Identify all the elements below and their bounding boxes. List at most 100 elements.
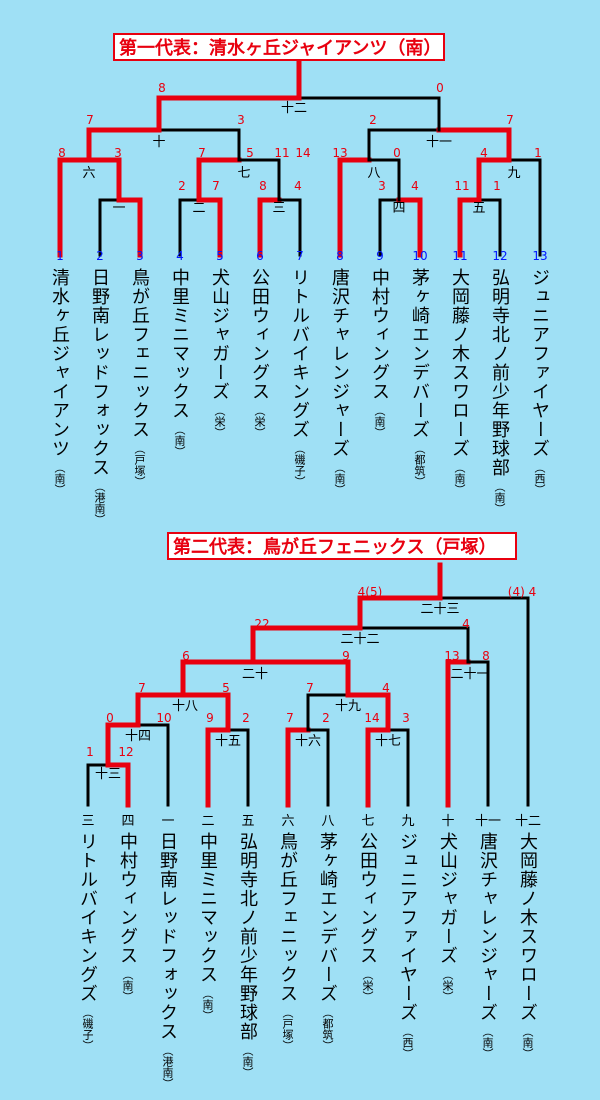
slot-label: 八	[321, 814, 335, 829]
bracket2-g21-left	[445, 659, 471, 808]
score-label: 3	[402, 711, 410, 725]
score-label: 4	[294, 179, 302, 193]
seed-number: 2	[96, 249, 104, 263]
score-label: 0	[106, 711, 114, 725]
score-label: 7	[306, 681, 314, 695]
team-entry: 弘明寺北ノ前少年野球部 （南）	[487, 268, 513, 514]
score-label: 4	[411, 179, 419, 193]
team-area: （南）	[173, 424, 186, 457]
team-entry: 弘明寺北ノ前少年野球部 （南）	[235, 832, 261, 1078]
slot-label: 五	[241, 814, 255, 829]
game-label: 十六	[295, 734, 321, 749]
bracket2-g17-right	[386, 728, 410, 807]
team-entry: 犬山ジャガーズ （栄）	[207, 268, 233, 438]
score-label: 5	[246, 146, 254, 160]
bracket1-g8-left	[337, 157, 372, 258]
score-label: 5	[222, 681, 230, 695]
score-label: 2	[178, 179, 186, 193]
game-label: 十七	[375, 734, 401, 749]
game-label: 九	[507, 166, 520, 181]
team-name: 公田ウィングス	[357, 832, 378, 965]
team-entry: ジュニアファイヤーズ （西）	[395, 832, 421, 1059]
team-name: 鳥が丘フェニックス	[277, 832, 298, 1003]
game-label: 三	[272, 201, 285, 216]
team-entry: 茅ヶ崎エンデバーズ （都筑）	[315, 832, 341, 1051]
team-area: （西）	[401, 1026, 414, 1059]
slot-label: 一	[161, 814, 175, 829]
team-name: 鳥が丘フェニックス	[129, 268, 150, 439]
bracket1-g12-left	[156, 95, 302, 133]
score-label: 2	[242, 711, 250, 725]
team-name: 中村ウィングス	[117, 832, 138, 965]
score-label: 3	[237, 113, 245, 127]
team-entry: 中村ウィングス （南）	[115, 832, 141, 1002]
score-label: 0	[393, 146, 401, 160]
bracket2-g14-right	[136, 723, 170, 807]
slot-label: 九	[401, 814, 415, 829]
bracket2-g23-right	[438, 596, 530, 807]
team-area: （南）	[53, 462, 66, 495]
team-name: 唐沢チャレンジャーズ	[477, 832, 498, 1022]
score-label: 7	[198, 146, 206, 160]
bracket1-g6-left	[57, 157, 92, 258]
slot-label: 四	[121, 814, 135, 829]
slot-label: 七	[361, 814, 375, 829]
team-area: （栄）	[213, 405, 226, 438]
bracket2-g15-right	[226, 728, 250, 807]
team-entry: 大岡藤ノ木スワローズ （南）	[447, 268, 473, 495]
score-label: 1	[86, 745, 94, 759]
score-label: 1	[493, 179, 501, 193]
team-area: （南）	[121, 969, 134, 1002]
bracket1-g7-right	[237, 158, 281, 202]
team-name: 犬山ジャガーズ	[209, 268, 230, 401]
bracket2-g21-right	[466, 660, 490, 807]
team-area: （磯子）	[81, 1007, 94, 1051]
slot-label: 十	[441, 814, 455, 829]
game-label: 二十二	[340, 632, 379, 647]
seed-number: 13	[532, 249, 548, 263]
team-name: 日野南レッドフォックス	[157, 832, 178, 1041]
score-label: 0	[436, 81, 444, 95]
team-entry: 日野南レッドフォックス （港南）	[155, 832, 181, 1089]
team-area: （南）	[493, 481, 506, 514]
bracket1-g2-left	[178, 198, 201, 257]
score-label: 13	[444, 649, 459, 663]
team-name: リトルバイキングズ	[77, 832, 98, 1003]
bracket2-g13-left	[86, 763, 110, 807]
score-label: 4	[462, 617, 470, 631]
team-entry: 大岡藤ノ木スワローズ （南）	[515, 832, 541, 1059]
game-label: 一	[112, 201, 125, 216]
team-entry: 公田ウィングス （栄）	[247, 268, 273, 438]
team-entry: リトルバイキングズ （磯子）	[75, 832, 101, 1051]
team-entry: 犬山ジャガーズ （栄）	[435, 832, 461, 1002]
team-area: （都筑）	[413, 443, 426, 487]
team-area: （南）	[201, 988, 214, 1021]
score-label: 13	[332, 146, 347, 160]
bracket2-g20-left	[180, 659, 256, 698]
team-area: （都筑）	[321, 1007, 334, 1051]
bracket2-g16-left	[285, 727, 311, 808]
game-label: 十一	[426, 135, 452, 150]
score-label: 4	[382, 681, 390, 695]
team-area: （南）	[373, 405, 386, 438]
score-label: 3	[378, 179, 386, 193]
score-label: 2	[369, 113, 377, 127]
team-area: （戸塚）	[133, 443, 146, 487]
bracket1-g5-right	[477, 198, 502, 257]
score-label: 14	[364, 711, 379, 725]
bracket1-g10-right	[157, 128, 241, 162]
bracket1-g5-left	[457, 197, 482, 258]
bracket2-g19-right	[345, 692, 391, 733]
bracket1-g12-right	[297, 96, 441, 132]
team-name: 唐沢チャレンジャーズ	[329, 268, 350, 458]
team-entry: ジュニアファイヤーズ （西）	[527, 268, 553, 495]
game-label: 十五	[215, 734, 241, 749]
score-label: 7	[212, 179, 220, 193]
team-entry: 唐沢チャレンジャーズ （南）	[327, 268, 353, 495]
bracket1-g2-right	[196, 197, 223, 258]
score-label: 8	[259, 179, 267, 193]
bracket1-g3-right	[277, 198, 302, 257]
score-label: 2	[322, 711, 330, 725]
score-label: 11	[454, 179, 469, 193]
